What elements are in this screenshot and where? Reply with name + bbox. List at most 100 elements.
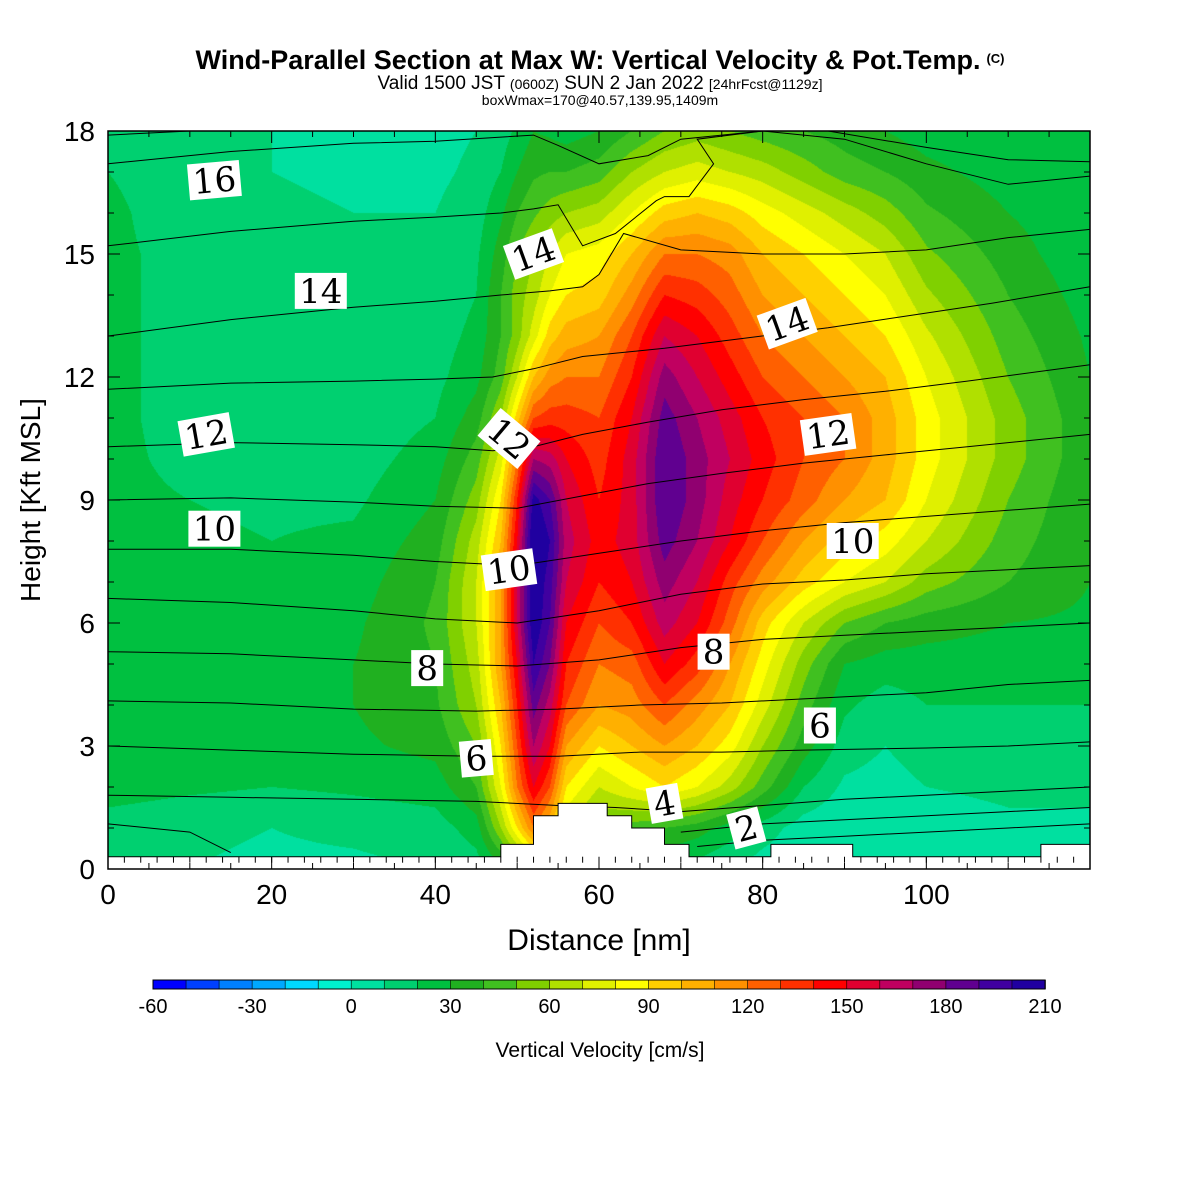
theta-contour-line [108, 823, 232, 854]
theta-contour-line [108, 741, 1090, 757]
contour-label-text: 16 [191, 159, 238, 203]
x-tick-label: 0 [100, 879, 116, 910]
theta-contours [108, 131, 1090, 854]
colorbar-tick-label: 210 [1028, 996, 1061, 1018]
valid-utc: (0600Z) [509, 76, 559, 92]
contour-label-bg [480, 548, 538, 592]
colorbar-swatch [780, 979, 815, 990]
contour-label-bg [799, 412, 857, 456]
colorbar-swatch [152, 979, 187, 990]
contour-label: 8 [411, 649, 444, 689]
theta-contour-line [108, 364, 1090, 452]
contour-label-bg [186, 160, 242, 201]
colorbar-swatch [317, 979, 353, 990]
vertical-velocity-field [108, 131, 1090, 869]
colorbar-swatch [185, 979, 220, 990]
contour-label-bg [477, 407, 541, 470]
colorbar-swatch [813, 979, 848, 990]
colorbar-swatch [383, 979, 419, 990]
theta-contour-line [828, 131, 1090, 163]
theta-contour-line [108, 228, 1090, 337]
contour-label: 10 [826, 522, 879, 562]
colorbar-swatch [747, 979, 782, 990]
theta-contour-line [108, 565, 1090, 624]
colorbar-tick-label: 150 [830, 996, 863, 1018]
colorbar-swatch [681, 979, 716, 990]
colorbar-tick-label: -60 [139, 996, 168, 1018]
contour-label-bg [726, 806, 767, 850]
copyright-mark: (C) [986, 51, 1005, 66]
contour-label-text: 6 [809, 707, 831, 747]
x-tick-label: 100 [903, 879, 950, 910]
y-tick-label: 9 [79, 485, 95, 516]
valid-date: SUN 2 Jan 2022 [564, 73, 704, 94]
contour-label: 12 [799, 412, 857, 459]
contour-label: 14 [294, 272, 347, 312]
contour-label: 4 [645, 782, 684, 826]
colorbar-swatch [483, 979, 518, 990]
contour-label-text: 8 [416, 649, 438, 689]
x-tick-label: 40 [420, 879, 451, 910]
contour-label-text: 8 [703, 633, 725, 673]
colorbar-tick-label: 60 [538, 996, 560, 1018]
colorbar-swatch [846, 979, 881, 990]
colorbar-tick-label: 90 [637, 996, 659, 1018]
contour-label-bg [188, 510, 241, 547]
chart-title-text: Wind-Parallel Section at Max W: Vertical… [195, 45, 981, 75]
colorbar-swatch [648, 979, 683, 990]
contour-label: 10 [188, 510, 241, 550]
contour-label-bg [803, 707, 836, 744]
valid-time: Valid 1500 JST [377, 73, 505, 94]
x-tick-label: 80 [747, 879, 778, 910]
colorbar-label: Vertical Velocity [cm/s] [496, 1039, 705, 1062]
theta-contour-line [108, 286, 1090, 390]
contour-label: 6 [803, 707, 836, 747]
colorbar-swatch [416, 979, 452, 990]
colorbar-swatch [945, 979, 980, 990]
colorbar-swatch [912, 979, 947, 990]
colorbar-tick-label: 180 [929, 996, 962, 1018]
colorbar-swatch [251, 979, 286, 990]
terrain-ticks [107, 856, 1091, 863]
colorbar: -60 -30 0 30 60 90 120 150 180 210 Vertical Veloci… [139, 979, 1062, 1062]
contour-label-text: 10 [193, 510, 236, 550]
colorbar-frame [152, 979, 1046, 990]
contour-label-text: 10 [485, 548, 533, 594]
theta-contour-line [108, 433, 1090, 509]
colorbar-swatch [582, 979, 617, 990]
colorbar-swatch [615, 979, 650, 990]
contour-label: 6 [458, 738, 494, 780]
contour-label-bg [756, 297, 818, 350]
colorbar-swatch [516, 979, 551, 990]
chart-title: Wind-Parallel Section at Max W: Vertical… [0, 44, 1200, 75]
colorbar-tick-label: 30 [439, 996, 461, 1018]
contour-label: 16 [186, 159, 242, 203]
x-tick-label: 20 [256, 879, 287, 910]
contour-label: 14 [502, 228, 565, 281]
contour-label-bg [645, 782, 684, 824]
forecast-info: [24hrFcst@1129z] [708, 76, 823, 92]
colorbar-swatch [714, 979, 749, 990]
contour-label-bg [826, 523, 879, 559]
y-tick-label: 6 [79, 608, 95, 639]
contour-label: 10 [480, 548, 538, 594]
contour-label-bg [294, 272, 347, 309]
colorbar-swatch [350, 979, 386, 990]
y-tick-label: 3 [79, 731, 95, 762]
contour-label: 8 [697, 633, 730, 673]
y-tick-label: 0 [79, 854, 95, 885]
chart-header: Wind-Parallel Section at Max W: Vertical… [0, 44, 1200, 107]
y-axis-label: Height [Kft MSL] [15, 398, 46, 602]
box-max-info: boxWmax=170@40.57,139.95,1409m [481, 92, 719, 108]
colorbar-tick-label: 0 [346, 996, 357, 1018]
y-tick-label: 15 [64, 239, 95, 270]
colorbar-swatch [284, 979, 319, 990]
valid-time-line: Valid 1500 JST (0600Z) SUN 2 Jan 2022 [2… [0, 73, 1200, 94]
theta-contour-line [108, 503, 1090, 567]
y-axis: 0 3 6 9 12 15 18 Height [Kft MSL] [15, 116, 1090, 885]
theta-contour-line [108, 131, 1090, 247]
x-axis-label: Distance [nm] [507, 924, 690, 957]
contour-label-text: 12 [804, 413, 852, 459]
theta-contour-line [108, 131, 763, 165]
